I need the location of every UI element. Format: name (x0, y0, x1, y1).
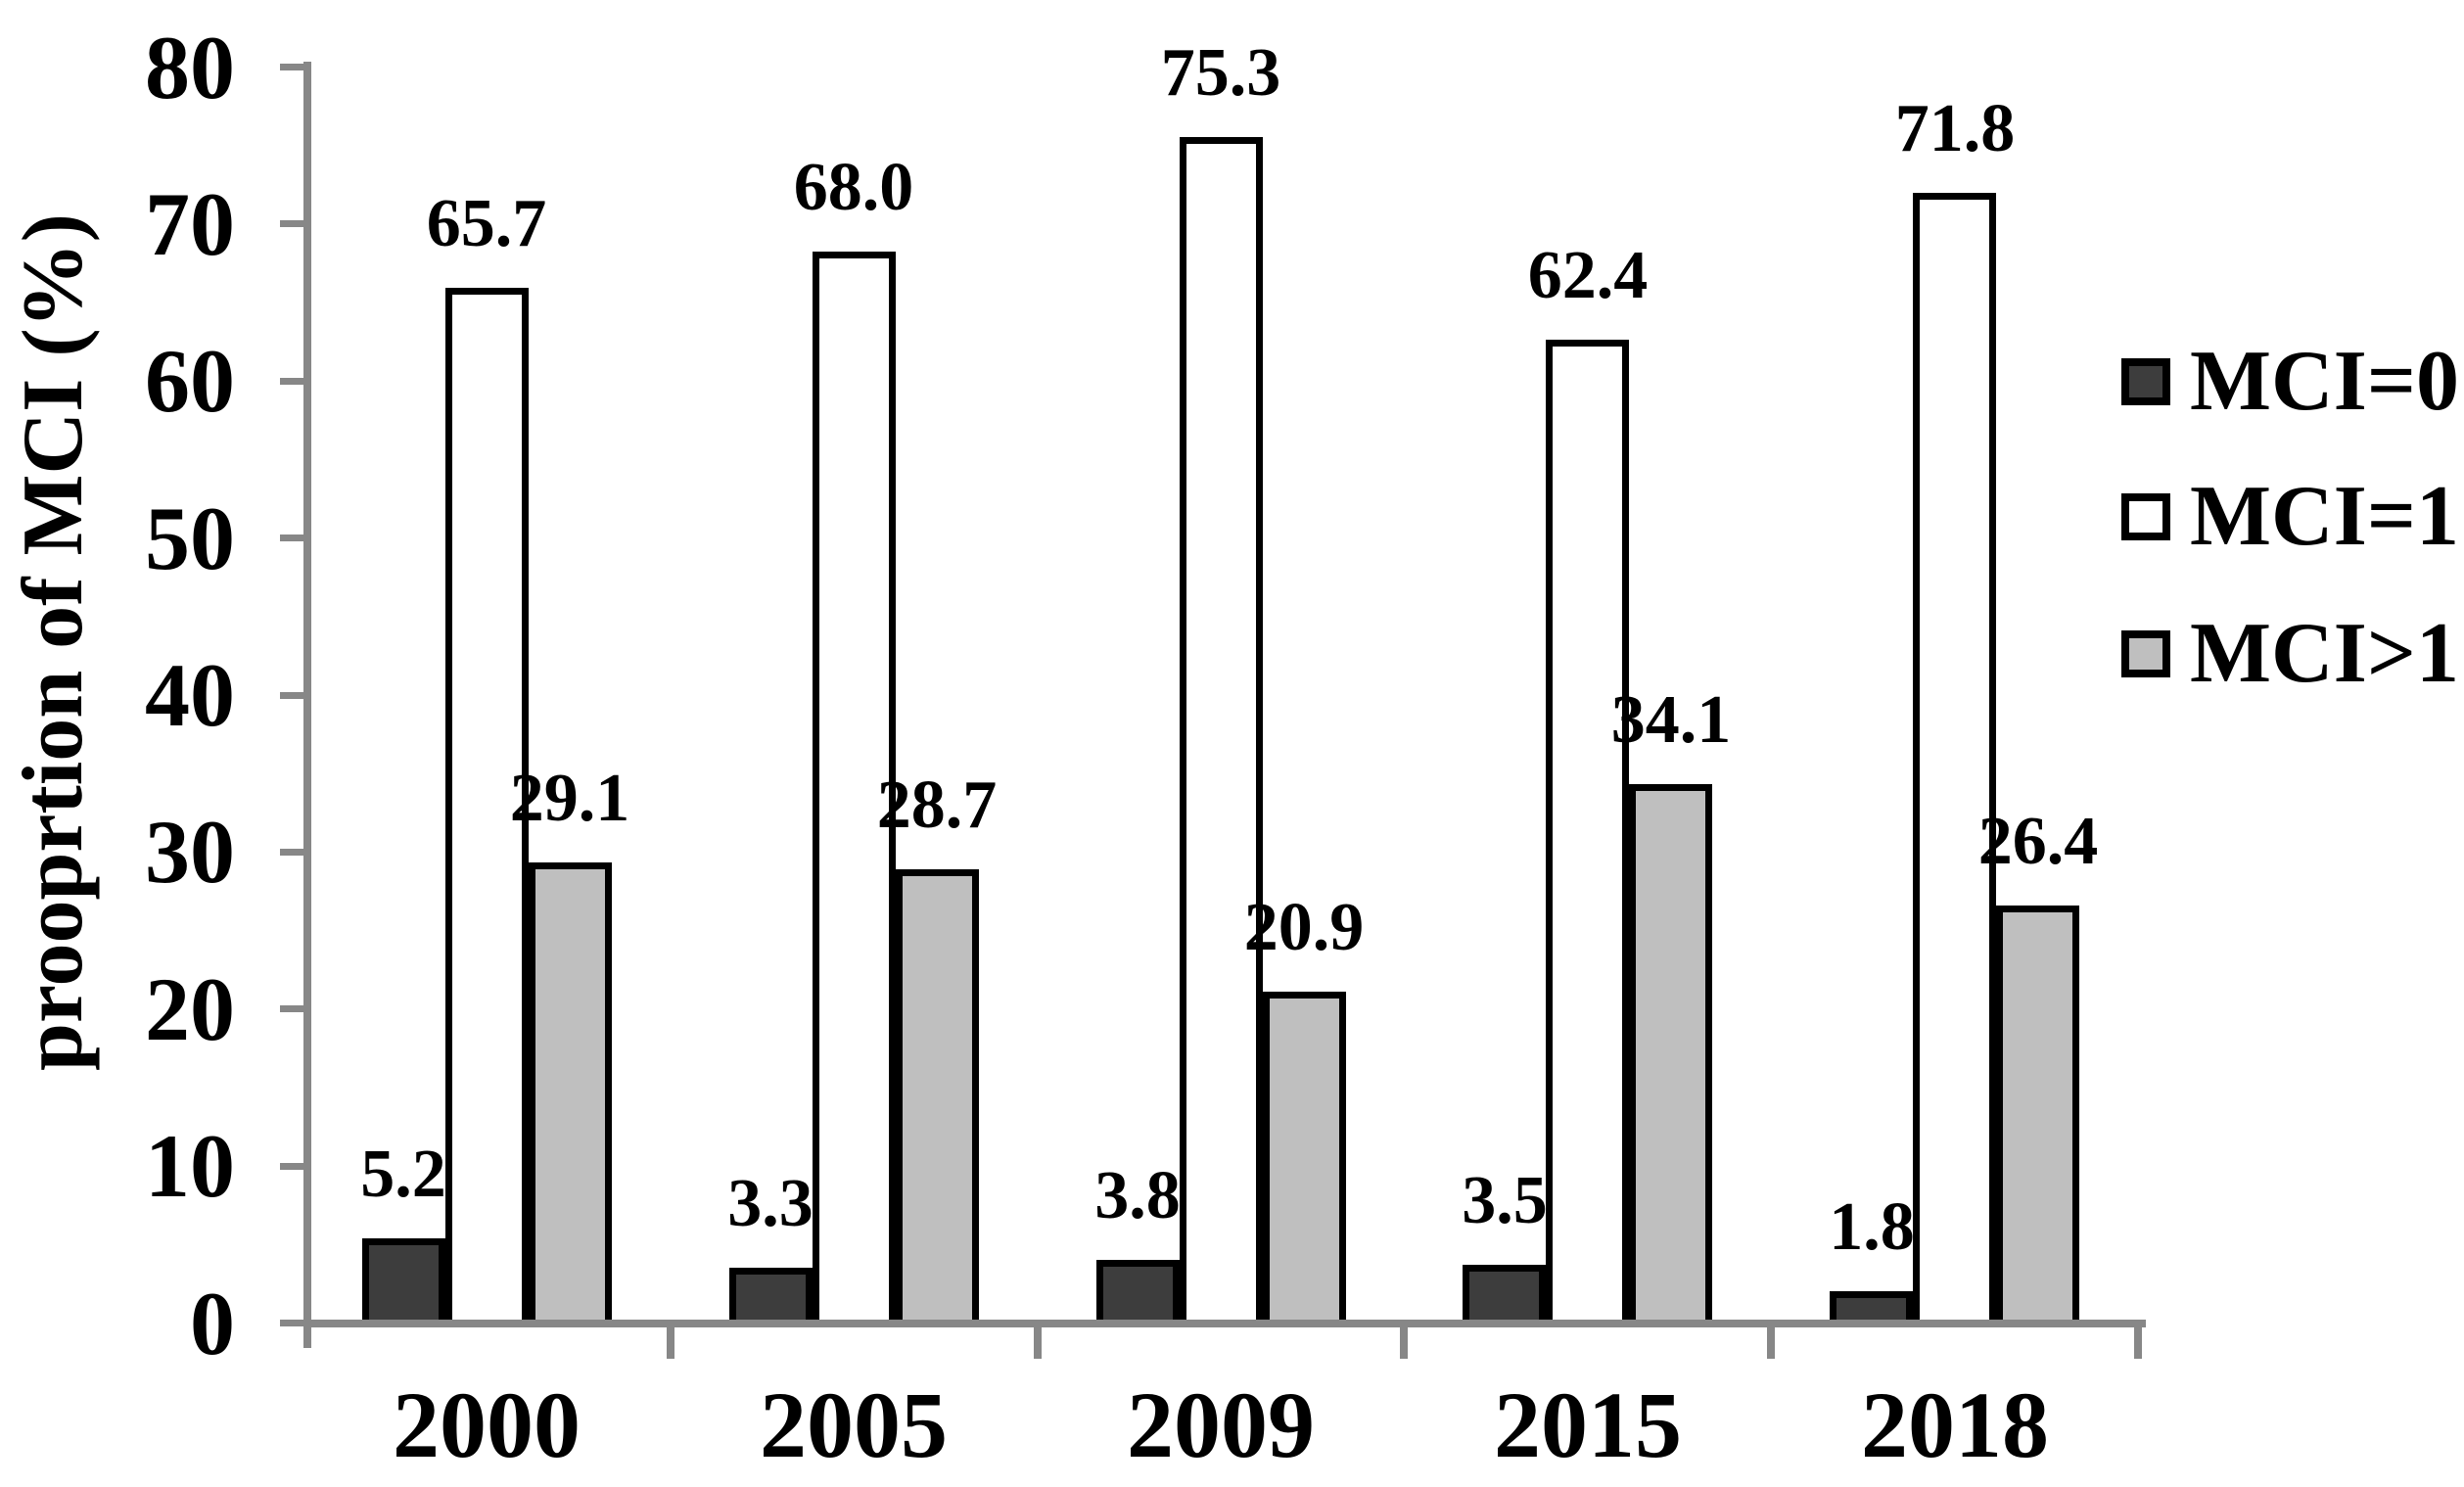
y-tick-label: 60 (145, 331, 235, 431)
bar-mci-0-2018 (1830, 1291, 1913, 1324)
legend-label-2: MCI=1 (2190, 469, 2459, 564)
bar-mci-1-2000 (445, 288, 529, 1324)
bar-value-label: 71.8 (1894, 91, 2016, 166)
bar-mci-0-2000 (362, 1238, 445, 1324)
bar-value-label: 26.4 (1977, 804, 2099, 879)
y-tick-label: 40 (145, 645, 235, 745)
x-axis-line (303, 1320, 2146, 1327)
bar-mci-0-2015 (1463, 1265, 1546, 1324)
bar-value-label: 3.8 (1094, 1158, 1181, 1233)
y-tick-mark (280, 64, 311, 70)
y-tick-mark (280, 1005, 311, 1012)
x-tick-mark (1767, 1320, 1775, 1359)
y-tick-mark (280, 220, 311, 227)
bar-value-label: 3.5 (1462, 1163, 1548, 1238)
bar-value-label: 28.7 (876, 767, 998, 843)
bar-mci-0-2009 (1096, 1260, 1180, 1324)
y-tick-label: 70 (145, 174, 235, 274)
bar-mci-1-2018 (1913, 193, 1996, 1324)
bar-value-label: 29.1 (509, 761, 630, 836)
legend-label-1: MCI=0 (2190, 334, 2459, 429)
bar-mci-1-2018 (1996, 906, 2079, 1324)
bar-mci-1-2000 (529, 862, 612, 1324)
bar-mci-1-2009 (1180, 137, 1263, 1324)
bar-mci-1-2009 (1263, 992, 1346, 1324)
legend-swatch-3 (2121, 630, 2170, 677)
y-tick-label: 10 (145, 1116, 235, 1216)
x-tick-mark (2134, 1320, 2142, 1359)
legend-swatch-2 (2121, 493, 2170, 540)
y-tick-label: 0 (190, 1274, 235, 1373)
y-tick-mark (280, 378, 311, 385)
bar-mci-1-2015 (1546, 340, 1629, 1324)
bar-value-label: 62.4 (1527, 238, 1649, 313)
y-tick-mark (280, 534, 311, 541)
bar-value-label: 34.1 (1610, 682, 1732, 758)
x-axis-label-2000: 2000 (393, 1372, 581, 1477)
x-tick-mark (1400, 1320, 1408, 1359)
bar-value-label: 68.0 (793, 150, 914, 225)
y-tick-label: 50 (145, 488, 235, 588)
y-tick-label: 30 (145, 802, 235, 902)
bar-mci-1-2005 (813, 252, 896, 1324)
x-axis-label-2015: 2015 (1494, 1372, 1682, 1477)
bar-mci-1-2015 (1629, 784, 1712, 1324)
x-axis-label-2018: 2018 (1861, 1372, 2049, 1477)
y-tick-mark (280, 849, 311, 856)
x-axis-label-2009: 2009 (1127, 1372, 1315, 1477)
bar-value-label: 20.9 (1243, 890, 1365, 965)
y-tick-label: 20 (145, 959, 235, 1059)
y-tick-mark (280, 1320, 311, 1326)
legend-label-3: MCI>1 (2190, 606, 2459, 701)
bar-value-label: 5.2 (360, 1137, 446, 1212)
legend-swatch-1 (2121, 358, 2170, 405)
x-tick-mark (667, 1320, 674, 1359)
y-tick-mark (280, 1163, 311, 1170)
y-tick-label: 80 (145, 18, 235, 117)
y-axis-line (303, 62, 311, 1348)
bar-mci-0-2005 (729, 1268, 813, 1324)
bar-mci-1-2005 (896, 869, 979, 1324)
bar-value-label: 65.7 (426, 186, 547, 261)
y-tick-mark (280, 692, 311, 699)
x-axis-label-2005: 2005 (760, 1372, 948, 1477)
bar-value-label: 75.3 (1160, 35, 1281, 111)
bar-value-label: 1.8 (1829, 1189, 1915, 1265)
x-tick-mark (1034, 1320, 1042, 1359)
bar-value-label: 3.3 (727, 1166, 814, 1241)
